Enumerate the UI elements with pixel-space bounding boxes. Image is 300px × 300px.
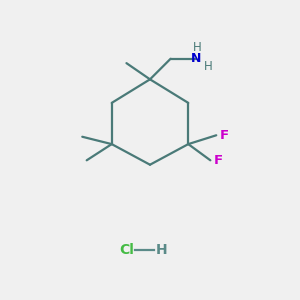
Text: H: H bbox=[156, 243, 167, 257]
Text: H: H bbox=[204, 61, 212, 74]
Text: F: F bbox=[220, 129, 229, 142]
Text: N: N bbox=[190, 52, 201, 65]
Text: Cl: Cl bbox=[119, 243, 134, 257]
Text: H: H bbox=[193, 41, 202, 54]
Text: F: F bbox=[214, 154, 223, 167]
